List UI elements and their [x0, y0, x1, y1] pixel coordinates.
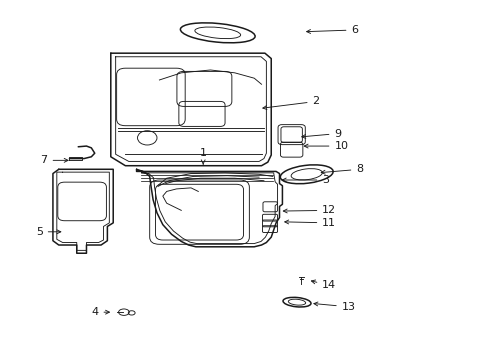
Text: 12: 12 — [283, 205, 336, 215]
Text: 8: 8 — [321, 164, 363, 174]
Text: 9: 9 — [301, 129, 341, 139]
Text: 14: 14 — [311, 280, 336, 291]
Text: 13: 13 — [313, 302, 355, 312]
Text: 1: 1 — [199, 148, 206, 164]
Text: 4: 4 — [91, 307, 109, 317]
Text: 6: 6 — [306, 25, 358, 35]
Text: 3: 3 — [282, 175, 328, 185]
Text: 5: 5 — [36, 227, 61, 237]
Text: 10: 10 — [304, 141, 348, 151]
Text: 2: 2 — [263, 96, 319, 109]
Text: 7: 7 — [41, 156, 68, 165]
Text: 11: 11 — [284, 218, 336, 228]
